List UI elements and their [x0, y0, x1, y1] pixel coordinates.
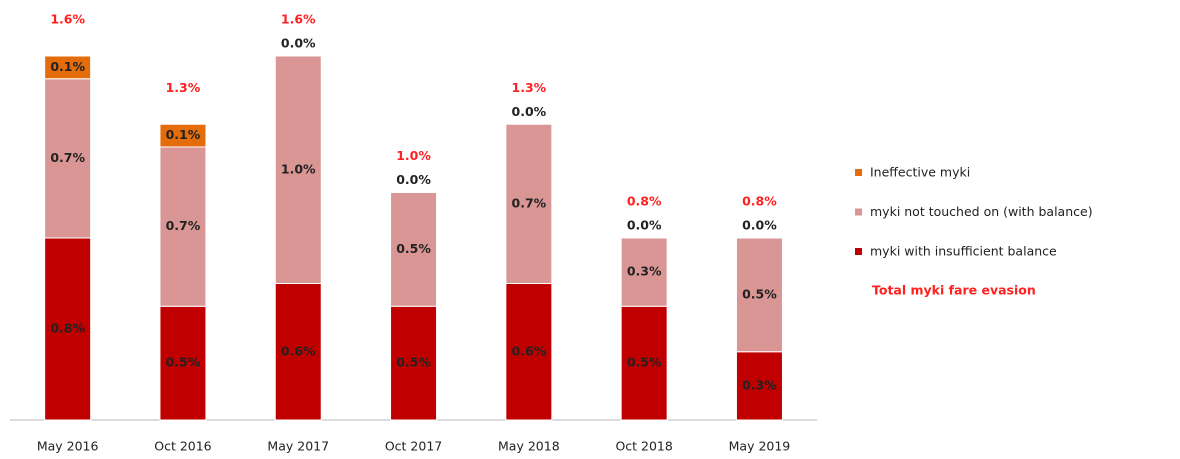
segment-label: 0.0%	[627, 218, 662, 233]
segment-label: 0.0%	[396, 172, 431, 187]
segment-label: 0.7%	[166, 218, 201, 233]
x-tick-label: May 2018	[498, 439, 560, 454]
segment-label: 0.5%	[742, 286, 777, 301]
bar-segment	[159, 146, 207, 307]
bar-segment	[390, 192, 438, 307]
segment-label: 0.7%	[50, 150, 85, 165]
segment-label: 1.0%	[281, 161, 316, 176]
bar-segment	[274, 283, 322, 421]
bar-segment	[505, 283, 553, 421]
bar-segment	[620, 305, 668, 421]
segment-label: 0.3%	[627, 264, 662, 279]
segment-label: 0.1%	[50, 59, 85, 74]
segment-label: 0.5%	[396, 355, 431, 370]
segment-label: 0.8%	[50, 321, 85, 336]
bar-segment	[505, 123, 553, 284]
segment-label: 0.5%	[166, 355, 201, 370]
x-tick-label: Oct 2016	[154, 439, 211, 454]
total-label: 1.0%	[396, 148, 431, 163]
bar-segment	[390, 305, 438, 421]
bar-segment	[159, 305, 207, 421]
x-tick-label: Oct 2017	[385, 439, 442, 454]
total-label: 1.3%	[512, 80, 547, 95]
bar-segment	[159, 123, 207, 148]
legend-swatch	[855, 208, 862, 216]
total-label: 0.8%	[627, 194, 662, 209]
x-tick-label: May 2016	[37, 439, 99, 454]
legend-total: Total myki fare evasion	[872, 283, 1036, 298]
x-tick-label: May 2019	[729, 439, 791, 454]
segment-label: 0.7%	[512, 195, 547, 210]
segment-label: 0.6%	[281, 343, 316, 358]
total-label: 1.3%	[166, 80, 201, 95]
segment-label: 0.5%	[627, 355, 662, 370]
segment-label: 0.3%	[742, 377, 777, 392]
legend-label: Ineffective myki	[870, 165, 970, 180]
bar-segment	[274, 55, 322, 284]
legend-label: myki with insufficient balance	[870, 244, 1057, 259]
bar-segment	[735, 237, 783, 353]
bar-segment	[735, 351, 783, 421]
total-label: 1.6%	[50, 12, 85, 27]
bar-segment	[44, 55, 92, 80]
bar-segment	[44, 237, 92, 421]
total-label: 0.8%	[742, 194, 777, 209]
segment-label: 0.1%	[166, 127, 201, 142]
legend-swatch	[855, 169, 862, 176]
segment-label: 0.6%	[512, 343, 547, 358]
legend-label: myki not touched on (with balance)	[870, 204, 1093, 219]
bar-segment	[620, 237, 668, 307]
segment-label: 0.0%	[512, 104, 547, 119]
bar-segment	[44, 78, 92, 239]
segment-label: 0.0%	[742, 218, 777, 233]
legend-swatch	[855, 248, 862, 255]
segment-label: 0.0%	[281, 36, 316, 51]
total-label: 1.6%	[281, 12, 316, 27]
x-tick-label: May 2017	[267, 439, 329, 454]
x-tick-label: Oct 2018	[615, 439, 672, 454]
segment-label: 0.5%	[396, 241, 431, 256]
